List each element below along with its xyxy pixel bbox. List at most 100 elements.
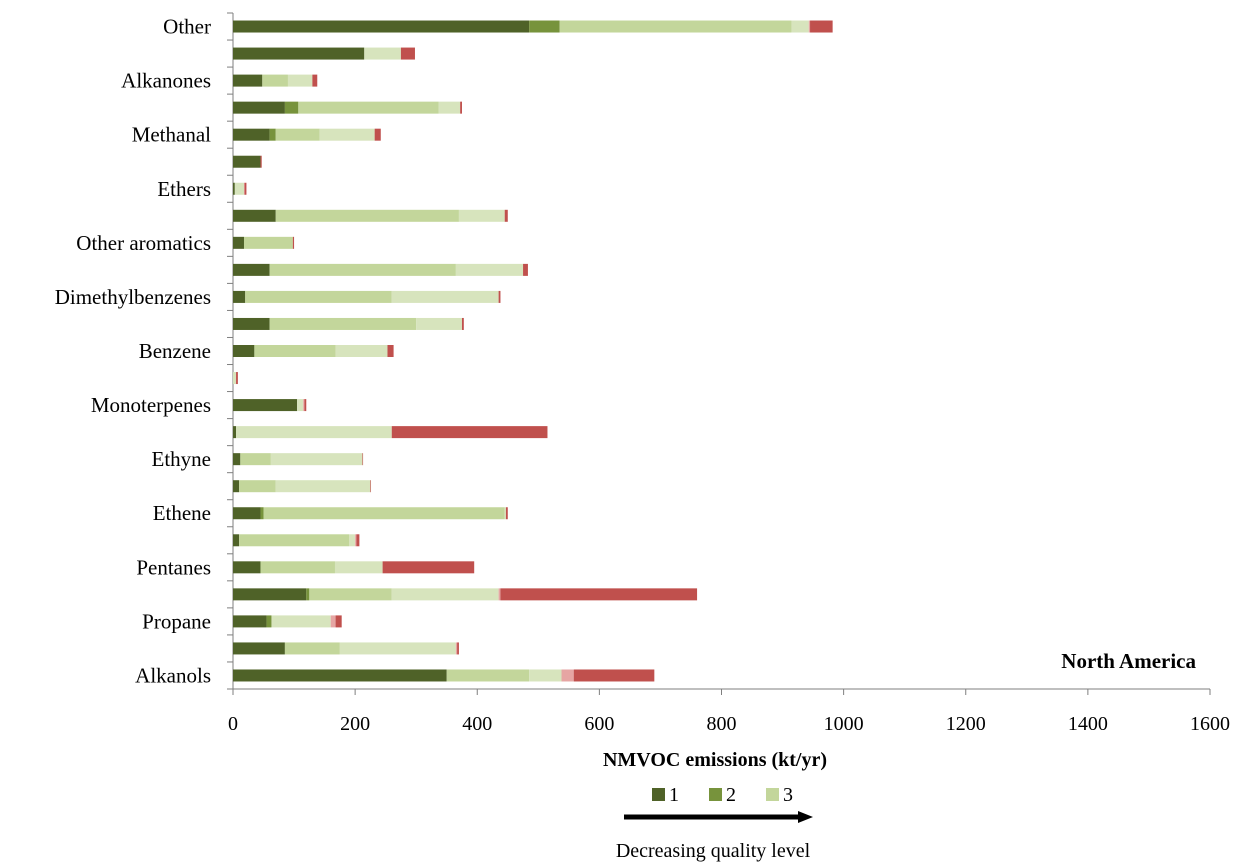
bar-segment-series-5: [400, 47, 415, 60]
bar-segment-series-0: [233, 588, 307, 601]
bar-segment-series-4: [330, 615, 336, 628]
bar-segment-series-2: [245, 290, 392, 303]
bar-segment-series-0: [233, 399, 298, 412]
category-label: Ethene: [153, 501, 211, 525]
legend: 1 2 3: [652, 784, 793, 806]
bar-segment-series-3: [416, 317, 462, 330]
bar-segment-series-0: [233, 182, 235, 195]
bar-segment-series-2: [284, 642, 340, 655]
bar-segment-series-3: [334, 561, 383, 574]
bar-segment-series-3: [287, 74, 313, 87]
legend-swatch: [709, 788, 722, 801]
bar-segment-series-4: [243, 182, 245, 195]
category-label: Ethers: [157, 177, 211, 201]
bar-segment-series-3: [335, 345, 388, 357]
bar-segment-series-2: [260, 561, 335, 574]
bar-segment-series-2: [239, 480, 276, 493]
bar-segment-series-3: [275, 480, 371, 493]
category-label: Alkanones: [121, 69, 211, 93]
bar-segment-series-5: [236, 372, 238, 385]
bar-segment-series-0: [233, 290, 246, 303]
bar-segment-series-3: [271, 615, 331, 628]
category-label: Ethyne: [152, 447, 211, 471]
bar-segment-series-3: [458, 209, 505, 222]
bar-segment-series-5: [362, 453, 364, 466]
bar-segment-series-5: [244, 182, 247, 195]
category-label: Dimethylbenzenes: [55, 285, 211, 309]
x-tick-label: 1600: [1190, 713, 1230, 735]
bar-segment-series-0: [233, 642, 285, 655]
bar-segment-series-2: [239, 534, 350, 547]
bar-segment-series-1: [260, 507, 264, 520]
bar-segment-series-2: [262, 74, 288, 87]
bar-segment-series-0: [233, 128, 270, 141]
bar-segment-series-0: [233, 507, 261, 520]
bar-segment-series-0: [233, 669, 447, 682]
bar-segment-series-5: [523, 263, 528, 276]
category-label: Methanal: [132, 123, 211, 147]
bar-segment-series-5: [382, 561, 475, 574]
legend-swatch: [652, 788, 665, 801]
x-tick-label: 200: [340, 713, 370, 735]
bar-segment-series-3: [236, 426, 392, 439]
bar-segment-series-0: [233, 345, 255, 357]
bar-segment-series-5: [457, 642, 459, 655]
bar-segment-series-5: [573, 669, 655, 682]
bar-segment-series-0: [233, 74, 263, 87]
bar-segment-series-1: [284, 101, 299, 114]
bar-segment-series-3: [233, 372, 237, 385]
bar-segment-series-2: [275, 128, 320, 141]
bar-segment-series-5: [304, 399, 307, 412]
bar-segment-series-2: [263, 507, 505, 520]
category-label: Alkanols: [135, 663, 211, 687]
category-label: Monoterpenes: [91, 393, 211, 417]
category-label: Other aromatics: [76, 231, 211, 255]
x-tick-label: 800: [707, 713, 737, 735]
bar-segment-series-0: [233, 209, 276, 222]
bar-segment-series-2: [275, 209, 459, 222]
bar-segment-series-1: [266, 615, 272, 628]
bar-segment-series-0: [233, 263, 270, 276]
bar-segment-series-4: [808, 20, 811, 33]
bar-segment-series-0: [233, 47, 365, 60]
x-tick-label: 1000: [824, 713, 864, 735]
bar-segment-series-3: [791, 20, 809, 33]
legend-label: 2: [726, 784, 736, 806]
bar-segment-series-0: [233, 453, 241, 466]
bar-segment-series-0: [233, 534, 240, 547]
bar-segment-series-3: [339, 642, 456, 655]
bar-segment-series-0: [233, 155, 261, 168]
x-tick-label: 1200: [946, 713, 986, 735]
bar-segment-series-3: [349, 534, 356, 547]
bar-segment-series-5: [312, 74, 318, 87]
bar-segment-series-5: [370, 480, 372, 493]
bar-segment-series-5: [505, 507, 508, 520]
bar-segment-series-0: [233, 561, 261, 574]
labels-layer: 0 200 400 600 800 1000 1200 1400 1600 Alkanols Pro…: [55, 15, 1230, 735]
category-label: Other: [163, 15, 211, 39]
x-tick-label: 400: [462, 713, 492, 735]
bar-segment-series-2: [269, 317, 417, 330]
bar-segment-series-1: [269, 128, 276, 141]
quality-arrow-head: [798, 811, 813, 823]
bar-segment-series-1: [529, 20, 560, 33]
bar-segment-series-1: [306, 588, 310, 601]
x-tick-label: 1400: [1068, 713, 1108, 735]
bar-segment-series-3: [234, 182, 244, 195]
bar-segment-series-2: [446, 669, 530, 682]
bar-segment-series-5: [260, 155, 262, 168]
bar-segment-series-5: [374, 128, 381, 141]
legend-label: 3: [783, 784, 793, 806]
bar-segment-series-5: [504, 209, 508, 222]
bar-segment-series-3: [438, 101, 461, 114]
bar-segment-series-0: [233, 480, 240, 493]
bar-segment-series-4: [498, 588, 501, 601]
category-label: Benzene: [139, 339, 211, 363]
bar-segment-series-3: [364, 47, 401, 60]
bar-segment-series-3: [319, 128, 375, 141]
bar-segment-series-5: [461, 317, 464, 330]
bar-segment-series-5: [387, 345, 394, 357]
bar-segment-series-0: [233, 101, 285, 114]
bar-segment-series-5: [356, 534, 360, 547]
